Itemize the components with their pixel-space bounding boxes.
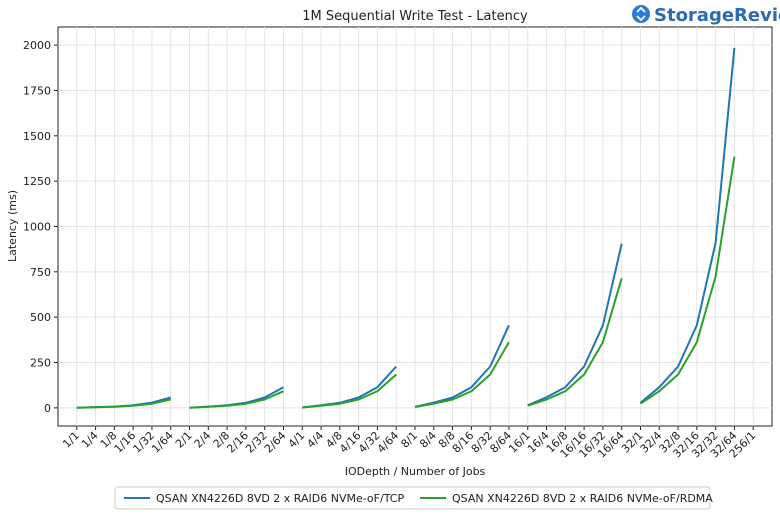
series-line-tcp-iodepth-32 [639, 47, 736, 404]
y-tick-label: 250 [30, 357, 51, 370]
y-axis-title: Latency (ms) [6, 190, 19, 262]
x-tick-label: 4/4 [304, 429, 326, 451]
x-tick-label: 8/4 [417, 429, 439, 451]
x-tick-label: 2/1 [173, 429, 195, 451]
y-tick-label: 1250 [23, 175, 51, 188]
series-line-rdma-iodepth-1 [76, 398, 171, 409]
chart-title: 1M Sequential Write Test - Latency [302, 9, 528, 24]
y-tick-label: 1750 [23, 84, 51, 97]
series-line-tcp-iodepth-16 [527, 243, 623, 407]
series-line-rdma-iodepth-4 [302, 373, 397, 409]
y-tick-label: 0 [44, 402, 51, 415]
x-tick-label: 8/1 [398, 429, 420, 451]
series-line-rdma-iodepth-32 [639, 156, 736, 405]
grid-lines [58, 27, 772, 426]
series-lines [76, 47, 736, 409]
legend-frame [114, 486, 711, 510]
x-tick-label: 1/1 [60, 429, 82, 451]
series-line-rdma-iodepth-16 [527, 277, 623, 407]
brand-name: StorageReview [654, 5, 780, 26]
y-tick-label: 1000 [23, 221, 51, 234]
x-axis: 1/11/41/81/161/321/642/12/42/82/162/322/… [60, 426, 758, 461]
y-tick-label: 750 [30, 266, 51, 279]
x-tick-label: 4/1 [286, 429, 308, 451]
x-tick-label: 1/64 [149, 429, 176, 456]
y-tick-label: 1500 [23, 130, 51, 143]
legend-label-tcp: QSAN XN4226D 8VD 2 x RAID6 NVMe-oF/TCP [156, 492, 404, 505]
x-tick-label: 1/4 [79, 429, 101, 451]
x-tick-label: 2/64 [262, 429, 289, 456]
storagereview-logo-icon [632, 5, 650, 23]
x-tick-label: 4/64 [375, 429, 402, 456]
legend-label-rdma: QSAN XN4226D 8VD 2 x RAID6 NVMe-oF/RDMA [452, 492, 713, 505]
series-line-rdma-iodepth-2 [189, 390, 284, 409]
brand-logo: StorageReview [632, 5, 780, 26]
legend: QSAN XN4226D 8VD 2 x RAID6 NVMe-oF/TCP Q… [114, 486, 713, 510]
x-axis-title: IODepth / Number of Jobs [345, 465, 486, 478]
y-tick-label: 2000 [23, 39, 51, 52]
y-tick-label: 500 [30, 311, 51, 324]
series-line-rdma-iodepth-8 [414, 341, 510, 408]
x-tick-label: 2/4 [192, 429, 214, 451]
y-axis: 0 250 500 750 1000 1250 1500 1750 2000 [23, 39, 58, 415]
